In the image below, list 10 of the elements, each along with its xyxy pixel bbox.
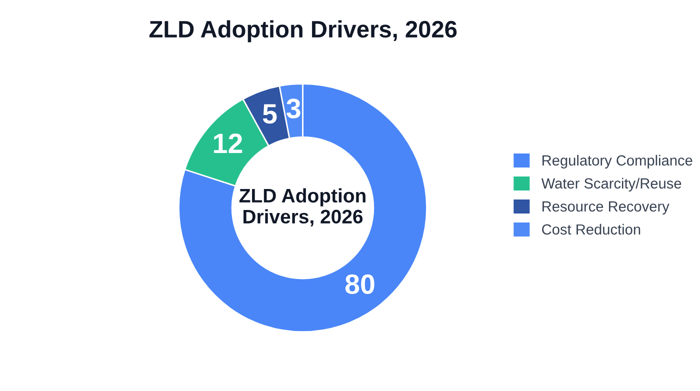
legend-label: Water Scarcity/Reuse bbox=[541, 178, 682, 192]
chart-title: ZLD Adoption Drivers, 2026 bbox=[149, 20, 457, 42]
legend-label: Resource Recovery bbox=[542, 201, 670, 214]
data-label: 3 bbox=[286, 98, 300, 118]
legend-label: Regulatory Compliance bbox=[542, 154, 692, 168]
legend-label: Cost Reduction bbox=[542, 224, 640, 235]
data-label: 12 bbox=[214, 134, 242, 153]
data-label: 5 bbox=[262, 104, 277, 124]
data-label: 80 bbox=[345, 274, 374, 294]
text: ZLD Adoption Drivers, 2026 bbox=[239, 188, 366, 226]
